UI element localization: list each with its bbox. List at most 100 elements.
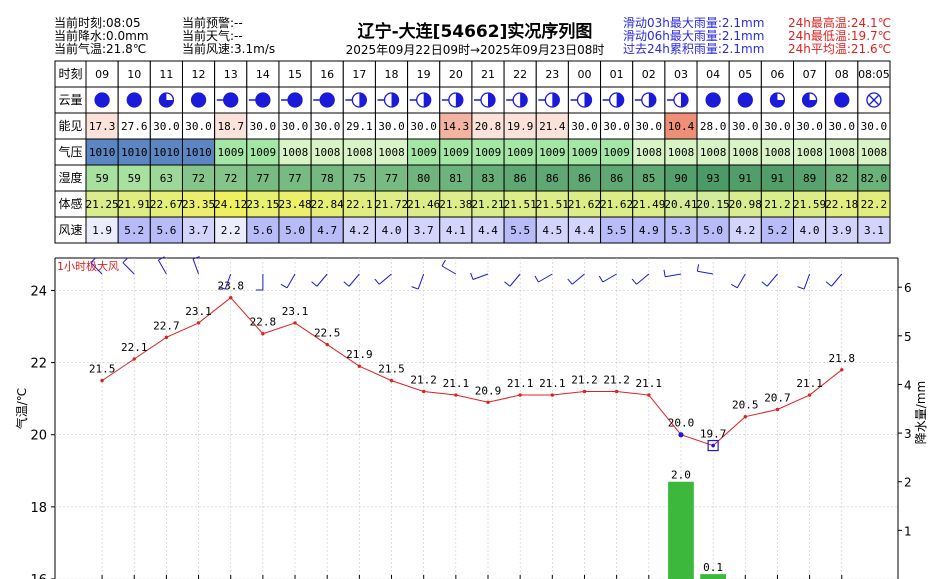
feels_like-value: 21.2 xyxy=(764,198,791,211)
feels_like-value: 21.49 xyxy=(632,198,665,211)
pressure-cell xyxy=(760,138,795,166)
visibility-value: 18.7 xyxy=(217,120,244,133)
wind_speed-cell xyxy=(278,216,312,244)
pressure-value: 1008 xyxy=(700,146,727,159)
pressure-cell xyxy=(503,138,537,166)
precip-bar-label: 2.0 xyxy=(671,469,691,482)
wind-barb xyxy=(761,273,778,287)
wind-barb-staff xyxy=(736,273,746,289)
hour-cell xyxy=(149,60,183,88)
feels_like-value: 22.18 xyxy=(825,198,858,211)
row-label-5: 体感 xyxy=(58,196,82,211)
wind_speed-value: 4.4 xyxy=(575,224,595,237)
feels_like-value: 21.59 xyxy=(793,198,826,211)
y2-tick-label: 3 xyxy=(904,427,912,441)
visibility-value: 30.0 xyxy=(153,120,180,133)
visibility-value: 30.0 xyxy=(764,120,791,133)
wind_speed-value: 5.3 xyxy=(671,224,691,237)
hour-cell xyxy=(503,60,537,88)
feels_like-value: 24.12 xyxy=(214,198,247,211)
pressure-value: 1009 xyxy=(410,146,437,159)
wind-barb-staff xyxy=(224,273,232,290)
feels_like-value: 21.25 xyxy=(86,198,119,211)
cloud-cover-fill xyxy=(770,93,785,108)
feels_like-value: 23.15 xyxy=(246,198,279,211)
cloud-cover-fill xyxy=(616,93,624,108)
temperature-point xyxy=(647,393,651,397)
humidity-cell xyxy=(632,164,666,192)
wind_speed-value: 4.4 xyxy=(478,224,498,237)
wind_speed-cell xyxy=(567,216,602,244)
wind-barb-flag xyxy=(311,281,318,287)
temperature-label: 21.1 xyxy=(636,377,663,390)
temp-summary-block: 24h最高温:24.1℃ 24h最低温:19.7℃ 24h平均温:21.6℃ xyxy=(788,17,891,56)
wind_speed-cell xyxy=(181,216,216,244)
wind_speed-value: 4.5 xyxy=(542,224,562,237)
visibility-value: 30.0 xyxy=(571,120,598,133)
wind-barb-staff xyxy=(831,273,843,287)
wind-barb-staff xyxy=(441,265,457,275)
wind-barb xyxy=(825,273,843,287)
temperature-label: 22.7 xyxy=(153,319,180,332)
feels_like-value: 21.38 xyxy=(439,198,472,211)
feels_like-cell xyxy=(85,190,119,218)
hour-label: 22 xyxy=(513,68,527,81)
wind_speed-value: 4.0 xyxy=(382,224,402,237)
wind_speed-value: 5.5 xyxy=(510,224,530,237)
humidity-cell xyxy=(664,164,698,192)
visibility-cell xyxy=(278,112,312,140)
hour-label: 02 xyxy=(642,68,656,81)
pressure-value: 1010 xyxy=(121,146,148,159)
visibility-value: 30.0 xyxy=(250,120,277,133)
hour-label: 11 xyxy=(159,68,173,81)
y2-tick-label: 1 xyxy=(904,524,912,538)
wind-barb xyxy=(663,269,682,278)
pressure-value: 1008 xyxy=(668,146,695,159)
feels_like-value: 20.41 xyxy=(664,198,697,211)
cloud-cover-fill xyxy=(159,93,174,108)
pressure-value: 1009 xyxy=(603,146,630,159)
pressure-cell xyxy=(214,138,248,166)
humidity-cell xyxy=(85,164,119,192)
pressure-value: 1008 xyxy=(282,146,309,159)
pressure-cell xyxy=(278,138,312,166)
hour-cell xyxy=(825,60,859,88)
humidity-cell xyxy=(760,164,795,192)
wind-barb-staff xyxy=(417,273,425,290)
pressure-cell xyxy=(857,138,891,166)
wind-barb-flag xyxy=(441,259,446,267)
wind_speed-value: 5.6 xyxy=(253,224,273,237)
cloud-cover-fill xyxy=(834,93,849,107)
hour-label: 10 xyxy=(127,68,141,81)
y2-tick-label: 5 xyxy=(904,330,912,344)
wind_speed-cell xyxy=(439,216,473,244)
cloud-cover-fill xyxy=(320,93,335,107)
row-label-cell xyxy=(54,164,87,192)
wind-barb-flag xyxy=(797,286,805,290)
current-time: 当前时刻:08:05 xyxy=(54,16,141,30)
wind_speed-cell xyxy=(760,216,795,244)
wind_speed-cell xyxy=(117,216,151,244)
hour-cell xyxy=(278,60,312,88)
wind-barb xyxy=(374,273,392,285)
hour-label: 12 xyxy=(192,68,206,81)
circle-x-icon xyxy=(866,92,882,108)
wind-barb-staff xyxy=(697,270,714,275)
hour-cell xyxy=(664,60,698,88)
cloud-cover-fill xyxy=(680,93,688,108)
wind-barb-staff xyxy=(636,273,650,285)
feels_like-value: 21.62 xyxy=(600,198,633,211)
wind_speed-value: 4.2 xyxy=(735,224,755,237)
temperature-label: 20.9 xyxy=(475,384,502,397)
wind-barb-flag xyxy=(218,286,226,290)
current-weather: 当前天气:-- xyxy=(182,29,243,43)
wind-barb-flag xyxy=(598,275,604,283)
feels_like-value: 21.62 xyxy=(568,198,601,211)
wind-barb xyxy=(90,257,103,275)
feels_like-value: 21.21 xyxy=(471,198,504,211)
precip-bar-label: 0.1 xyxy=(703,561,723,574)
wind-barb-flag xyxy=(158,256,165,261)
hour-label: 08 xyxy=(835,68,849,81)
cloud-cover-fill xyxy=(488,93,495,107)
